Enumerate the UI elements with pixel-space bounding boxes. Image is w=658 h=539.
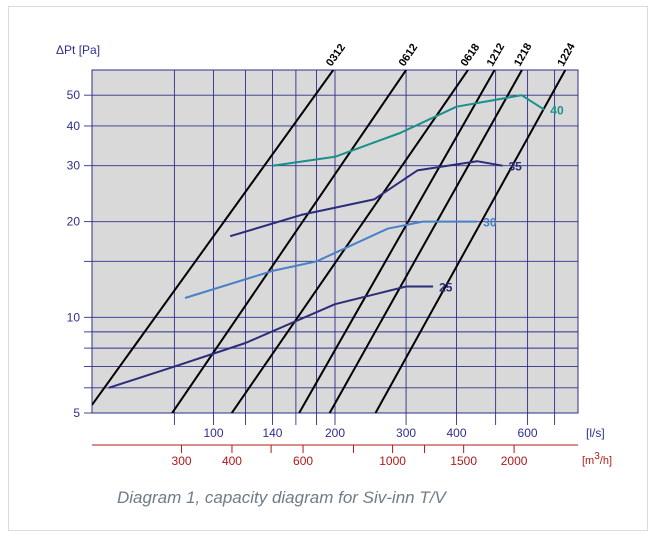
series-label-40: 40 [550, 104, 564, 118]
model-line-0618 [230, 70, 469, 413]
model-lines-group [92, 70, 567, 413]
model-line-0612 [171, 70, 407, 413]
x2-axis-unit-tail: /h] [600, 455, 612, 467]
x-tick-label: 100 [203, 426, 223, 440]
model-label-0312: 0312 [324, 42, 348, 69]
series-line-30 [184, 220, 478, 299]
model-line-1224 [374, 70, 567, 413]
x2-tick-label: 600 [293, 454, 313, 468]
x2-tick-label: 1500 [450, 454, 477, 468]
y-tick-label: 50 [67, 88, 81, 102]
series-line-25 [108, 285, 434, 389]
y-tick-label: 30 [67, 159, 81, 173]
y-tick-label: 40 [67, 119, 81, 133]
series-label-30: 30 [483, 216, 497, 230]
model-label-0618: 0618 [459, 42, 483, 69]
model-line-0312 [92, 70, 335, 406]
x2-axis-unit: [m3/h] [582, 451, 612, 467]
series-label-25: 25 [439, 281, 453, 295]
series-line-40 [272, 94, 545, 167]
x2-tick-label: 400 [222, 454, 242, 468]
model-label-1218: 1218 [512, 41, 534, 68]
y-tick-label: 20 [67, 215, 81, 229]
model-line-1218 [328, 70, 523, 413]
x2-tick-label: 2000 [501, 454, 528, 468]
y-tick-label: 10 [67, 310, 81, 324]
x-tick-label: 200 [325, 426, 345, 440]
series-label-35: 35 [508, 160, 522, 174]
series-line-35 [229, 160, 503, 238]
x-axis-unit: [l/s] [586, 426, 605, 440]
x2-axis-unit-sup: 3 [594, 451, 600, 462]
chart-caption: Diagram 1, capacity diagram for Siv-inn … [117, 488, 446, 507]
x2-tick-label: 1000 [379, 454, 406, 468]
x-tick-label: 300 [396, 426, 416, 440]
model-label-0612: 0612 [397, 42, 421, 69]
model-label-1212: 1212 [485, 41, 508, 68]
x-tick-label: 600 [518, 426, 538, 440]
y-tick-label: 5 [73, 406, 80, 420]
model-line-1212 [298, 70, 496, 413]
x2-tick-label: 300 [172, 454, 192, 468]
y-axis-label: ΔPt [Pa] [56, 43, 100, 57]
x-tick-label: 400 [446, 426, 466, 440]
model-label-1224: 1224 [555, 40, 578, 68]
x-tick-label: 140 [262, 426, 282, 440]
